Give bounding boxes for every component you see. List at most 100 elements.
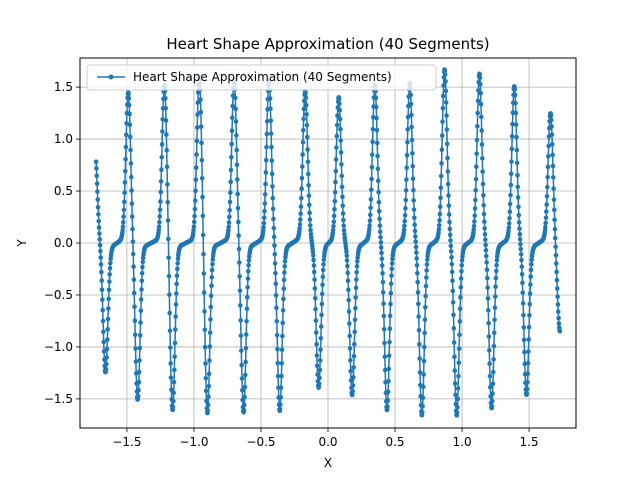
data-point	[417, 370, 423, 375]
data-point	[314, 341, 319, 347]
data-point	[552, 217, 557, 223]
data-point	[480, 181, 486, 187]
data-point	[378, 234, 383, 240]
data-point	[262, 201, 268, 206]
data-point	[423, 304, 428, 310]
data-point	[236, 246, 242, 252]
data-point	[524, 390, 530, 396]
data-point	[131, 277, 137, 282]
series-layer	[93, 67, 563, 418]
data-point	[410, 163, 416, 169]
data-point	[104, 346, 110, 352]
data-point	[311, 263, 317, 268]
data-point	[550, 163, 556, 169]
data-point	[299, 195, 304, 201]
data-point	[448, 243, 454, 249]
data-point	[424, 262, 430, 267]
data-point	[333, 168, 339, 174]
x-tick-label: −1.0	[179, 435, 208, 449]
data-point	[472, 213, 478, 218]
data-point	[100, 307, 106, 313]
data-point	[331, 213, 337, 219]
data-point	[108, 260, 113, 266]
data-point	[260, 228, 266, 234]
data-point	[554, 286, 560, 291]
data-point	[440, 119, 445, 124]
data-point	[491, 330, 497, 336]
data-point	[281, 296, 286, 302]
data-point	[526, 324, 532, 330]
data-point	[387, 339, 392, 345]
data-point	[317, 367, 323, 373]
data-point	[298, 211, 303, 217]
data-point	[555, 294, 560, 299]
data-point	[191, 219, 197, 225]
data-point	[487, 361, 492, 366]
x-tick-label: 1.5	[520, 435, 539, 449]
data-point	[519, 271, 525, 277]
data-point	[108, 256, 113, 262]
data-point	[280, 333, 285, 339]
data-point	[167, 292, 172, 297]
data-point	[379, 263, 385, 268]
data-point	[267, 96, 273, 101]
legend-entry-label: Heart Shape Approximation (40 Segments)	[133, 70, 392, 84]
data-point	[129, 214, 135, 219]
data-point	[233, 95, 238, 101]
data-point	[230, 115, 235, 121]
data-point	[485, 285, 490, 290]
data-point	[517, 226, 522, 231]
data-point	[243, 359, 248, 365]
data-point	[542, 228, 548, 233]
data-point	[353, 285, 359, 291]
data-point	[348, 357, 353, 363]
data-point	[411, 198, 417, 203]
data-point	[458, 276, 464, 281]
data-point	[200, 232, 206, 238]
data-point	[377, 229, 383, 235]
x-tick-label: 1.0	[453, 435, 472, 449]
data-point	[164, 132, 169, 137]
data-point	[140, 264, 145, 270]
data-point	[130, 251, 136, 257]
data-point	[334, 122, 340, 128]
data-point	[555, 302, 561, 307]
data-point	[194, 152, 199, 157]
data-point	[487, 384, 493, 390]
data-point	[528, 274, 534, 279]
data-point	[126, 95, 132, 101]
data-point	[268, 131, 274, 136]
data-point	[278, 402, 283, 407]
data-point	[508, 171, 514, 177]
data-point	[379, 256, 385, 262]
data-point	[315, 372, 320, 377]
data-point	[346, 309, 352, 314]
data-point	[239, 362, 244, 368]
data-point	[299, 186, 304, 192]
data-point	[546, 154, 551, 159]
data-point	[205, 402, 211, 408]
data-point	[127, 122, 133, 128]
data-point	[484, 267, 490, 272]
data-point	[346, 297, 352, 303]
data-point	[135, 393, 141, 399]
data-point	[310, 249, 316, 254]
data-point	[416, 314, 421, 319]
data-point	[245, 284, 250, 290]
data-point	[274, 305, 279, 311]
data-point	[313, 318, 319, 323]
data-point	[455, 396, 461, 402]
data-point	[483, 242, 488, 248]
data-point	[471, 227, 477, 233]
data-point	[452, 368, 458, 373]
data-point	[191, 227, 196, 233]
data-point	[487, 373, 493, 379]
data-point	[103, 366, 109, 372]
data-point	[472, 206, 478, 211]
data-point	[127, 111, 132, 117]
data-point	[275, 346, 280, 352]
data-point	[174, 291, 179, 296]
data-point	[164, 147, 169, 153]
data-point	[95, 189, 100, 194]
data-point	[527, 312, 532, 318]
